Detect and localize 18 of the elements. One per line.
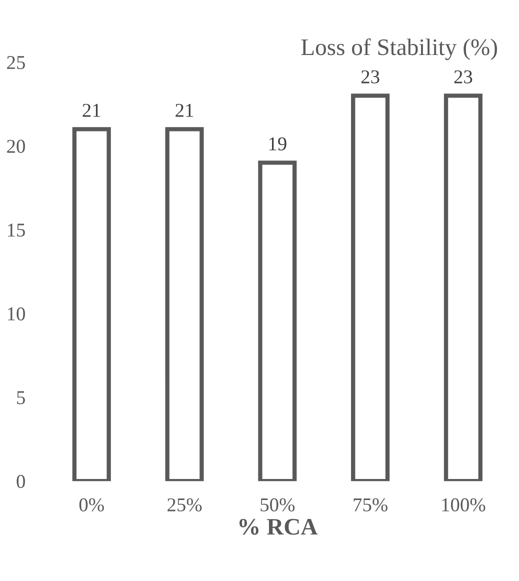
x-tick-label: 0% (79, 498, 104, 512)
x-tick-label: 100% (442, 498, 486, 512)
y-tick-label: 15 (8, 224, 25, 237)
data-label: 19 (269, 137, 286, 150)
data-label: 21 (82, 104, 100, 117)
data-label: 23 (361, 70, 380, 84)
x-tick-label: 50% (260, 498, 295, 512)
y-tick-label: 25 (7, 56, 25, 70)
data-label: 23 (454, 70, 472, 84)
chart-title: Loss of Stability (%) (301, 38, 497, 60)
y-tick-label: 5 (17, 391, 25, 404)
x-tick-label: 25% (168, 498, 202, 512)
x-axis-title: % RCA (239, 518, 318, 535)
x-tick-label: 75% (354, 498, 388, 512)
y-tick-label: 0 (16, 474, 25, 488)
y-tick-label: 20 (7, 140, 25, 153)
y-tick-label: 10 (8, 307, 25, 320)
data-label: 21 (176, 104, 194, 117)
